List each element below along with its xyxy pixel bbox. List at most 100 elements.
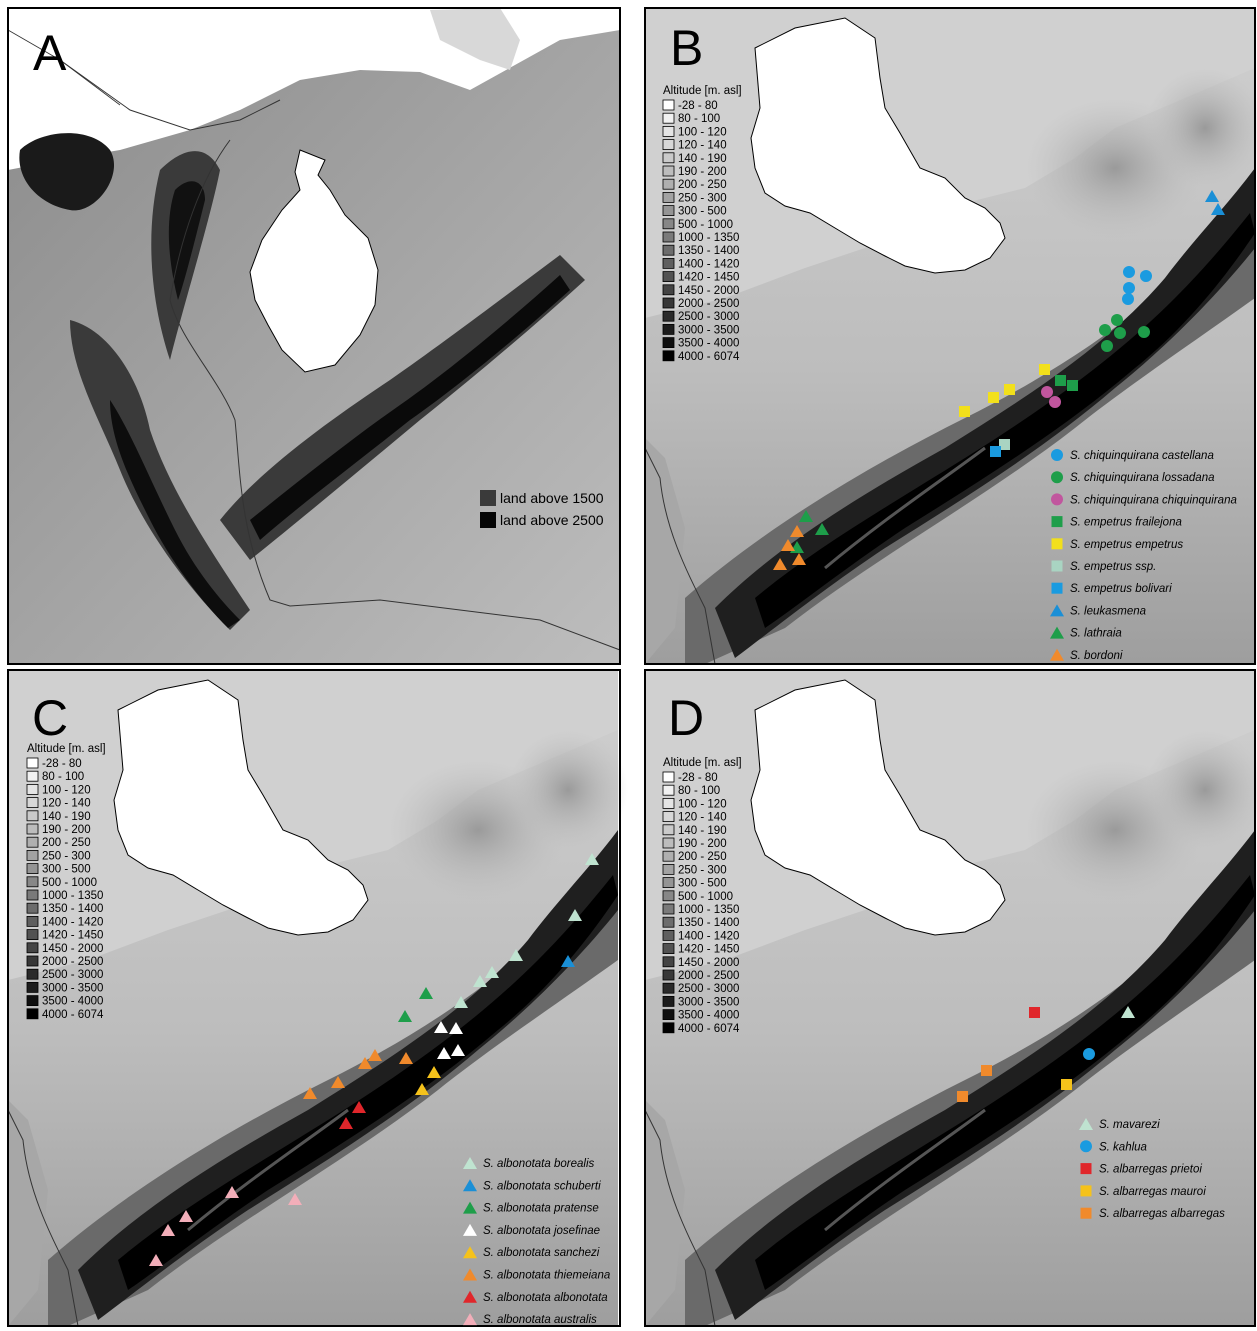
altitude-class-label: 3500 - 4000 — [42, 996, 103, 1008]
panel-c-markers — [149, 853, 599, 1266]
marker-josefinae — [434, 1021, 448, 1033]
legend-symbol-square — [1051, 560, 1063, 572]
altitude-class-swatch — [662, 877, 675, 888]
marker-josefinae — [437, 1047, 451, 1059]
panel-b-markers — [773, 190, 1225, 570]
marker-empetrus-ssp — [999, 439, 1010, 450]
altitude-class-swatch — [26, 968, 39, 980]
altitude-class-swatch — [26, 863, 39, 874]
species-legend-label: S. albonotata sanchezi — [483, 1247, 600, 1259]
species-legend-label: S. chiquinquirana castellana — [1070, 450, 1214, 462]
altitude-class-label: 140 - 190 — [678, 825, 727, 837]
altitude-class-label: 1450 - 2000 — [678, 285, 739, 297]
altitude-class-swatch — [26, 981, 39, 993]
altitude-class-swatch — [662, 969, 675, 981]
altitude-class-swatch — [662, 982, 675, 994]
marker-pratense — [419, 987, 433, 999]
marker-albarregas — [981, 1065, 992, 1076]
altitude-class-label: 200 - 250 — [678, 179, 727, 191]
altitude-class-label: 1450 - 2000 — [678, 957, 739, 969]
altitude-class-swatch — [662, 139, 675, 150]
marker-borealis — [509, 949, 523, 961]
marker-mauroi — [1061, 1079, 1072, 1090]
land-above-1500-label: land above 1500 — [500, 490, 604, 506]
altitude-legend-title: Altitude [m. asl] — [27, 743, 106, 755]
altitude-class-label: 300 - 500 — [678, 878, 727, 890]
altitude-class-label: 4000 - 6074 — [678, 351, 740, 363]
altitude-class-label: 1400 - 1420 — [678, 258, 739, 270]
altitude-class-swatch — [26, 770, 39, 782]
altitude-class-swatch — [662, 837, 675, 849]
legend-symbol-circle — [1051, 493, 1063, 506]
altitude-class-swatch — [662, 811, 675, 822]
altitude-class-swatch — [662, 956, 675, 968]
altitude-class-label: 300 - 500 — [678, 206, 727, 218]
altitude-class-swatch — [662, 1009, 675, 1021]
altitude-class-label: 80 - 100 — [678, 113, 720, 125]
land-above-2500-label: land above 2500 — [500, 512, 604, 528]
species-legend-label: S. albonotata albonotata — [483, 1292, 608, 1304]
altitude-class-label: 2500 - 3000 — [678, 311, 739, 323]
altitude-class-swatch — [662, 903, 675, 915]
marker-lossadana — [1114, 327, 1126, 339]
altitude-class-swatch — [662, 929, 675, 941]
altitude-class-label: 120 - 140 — [678, 140, 727, 152]
altitude-class-label: 100 - 120 — [678, 126, 727, 138]
marker-mavarezi — [1121, 1006, 1135, 1018]
marker-prietoi — [1029, 1007, 1040, 1018]
legend-symbol-circle — [1080, 1140, 1092, 1153]
altitude-class-swatch — [662, 126, 675, 137]
altitude-class-label: 500 - 1000 — [678, 219, 733, 231]
panel-d-markers — [957, 1006, 1135, 1102]
altitude-class-label: 140 - 190 — [42, 811, 91, 823]
marker-australis — [161, 1224, 175, 1236]
legend-symbol-circle — [1051, 471, 1063, 484]
species-legend-label: S. chiquinquirana lossadana — [1070, 472, 1215, 484]
altitude-class-label: 100 - 120 — [42, 784, 91, 796]
altitude-class-label: 4000 - 6074 — [678, 1023, 740, 1035]
altitude-class-label: 500 - 1000 — [678, 891, 733, 903]
altitude-class-label: 120 - 140 — [678, 812, 727, 824]
marker-albarregas — [957, 1091, 968, 1102]
marker-kahlua — [1083, 1048, 1095, 1060]
altitude-class-swatch — [662, 850, 675, 862]
altitude-class-swatch — [26, 823, 39, 835]
species-legend-label: S. albarregas albarregas — [1099, 1208, 1225, 1220]
species-legend-label: S. kahlua — [1099, 1141, 1147, 1153]
altitude-class-label: 1000 - 1350 — [42, 890, 103, 902]
legend-symbol-triangle — [463, 1246, 477, 1259]
marker-thiemeiana — [331, 1076, 345, 1088]
panel-b-letter: B — [670, 20, 703, 76]
marker-bordoni — [790, 525, 804, 537]
altitude-class-label: 250 - 300 — [678, 192, 727, 204]
altitude-class-swatch — [662, 864, 675, 875]
altitude-class-swatch — [662, 890, 675, 902]
legend-symbol-triangle — [463, 1157, 477, 1169]
marker-australis — [288, 1193, 302, 1205]
marker-lathraia — [799, 510, 813, 522]
panel-c-letter: C — [32, 690, 68, 746]
altitude-class-swatch — [662, 284, 675, 296]
marker-lathraia — [815, 523, 829, 535]
species-legend-label: S. chiquinquirana chiquinquirana — [1070, 494, 1237, 506]
legend-symbol-triangle — [1079, 1118, 1093, 1130]
altitude-class-swatch — [662, 297, 675, 309]
altitude-class-label: 2500 - 3000 — [42, 969, 103, 981]
relief-legend: land above 1500 land above 2500 — [480, 490, 604, 528]
altitude-class-swatch — [26, 955, 39, 967]
altitude-class-swatch — [662, 916, 675, 928]
altitude-class-swatch — [662, 337, 675, 349]
altitude-class-swatch — [662, 798, 675, 809]
legend-symbol-triangle — [1050, 626, 1064, 639]
species-legend-label: S. albarregas mauroi — [1099, 1186, 1206, 1198]
marker-borealis — [585, 853, 599, 865]
panel-d-letter: D — [668, 690, 704, 746]
species-legend-label: S. albonotata josefinae — [483, 1225, 600, 1237]
legend-symbol-triangle — [463, 1313, 477, 1326]
altitude-class-swatch — [662, 271, 675, 283]
legend-symbol-triangle — [463, 1179, 477, 1192]
altitude-class-label: 1400 - 1420 — [678, 930, 739, 942]
marker-leukasmena — [1205, 190, 1219, 202]
panel-b-map — [644, 8, 1257, 665]
